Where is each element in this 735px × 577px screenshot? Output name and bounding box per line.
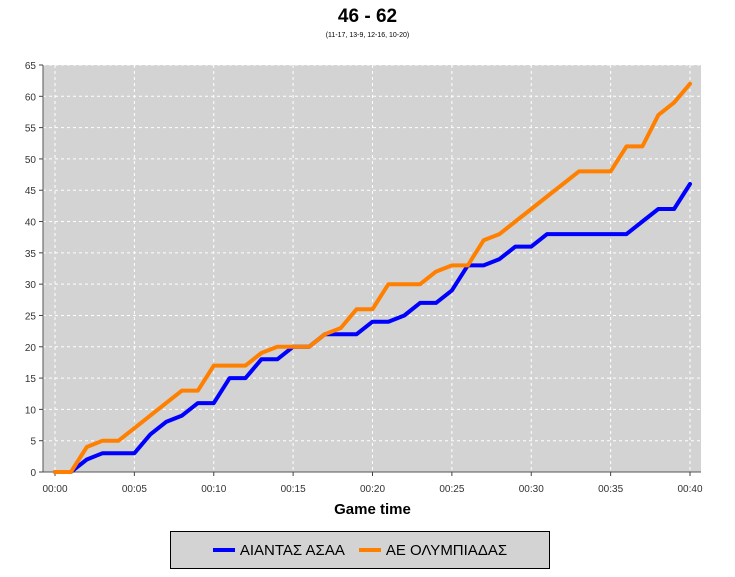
y-tick-label: 10 bbox=[25, 405, 37, 416]
y-tick-label: 65 bbox=[25, 61, 37, 72]
line-chart: 00:00 00:05 00:10 00:15 00:20 00:25 00:30 00:35… bbox=[25, 61, 703, 495]
y-tick-label: 55 bbox=[25, 124, 37, 135]
legend-label-series-1: ΑΙΑΝΤΑΣ ΑΣΑΑ bbox=[239, 541, 345, 559]
x-tick-label: 00:35 bbox=[598, 484, 623, 495]
legend-label-series-2: ΑΕ ΟΛΥΜΠΙΑΔΑΣ bbox=[385, 541, 508, 559]
legend-item-series-1: ΑΙΑΝΤΑΣ ΑΣΑΑ bbox=[212, 541, 345, 559]
y-tick-label: 45 bbox=[25, 186, 37, 197]
y-tick-label: 20 bbox=[25, 343, 37, 354]
y-tick-label: 5 bbox=[30, 437, 36, 448]
x-tick-label: 00:10 bbox=[201, 484, 226, 495]
x-tick-label: 00:20 bbox=[360, 484, 385, 495]
x-tick-label: 00:05 bbox=[122, 484, 147, 495]
x-tick-label: 00:00 bbox=[42, 484, 67, 495]
chart-subtitle: (11-17, 13-9, 12-16, 10-20) bbox=[325, 32, 410, 39]
y-tick-label: 25 bbox=[25, 311, 37, 322]
x-tick-label: 00:40 bbox=[677, 484, 702, 495]
y-tick-label: 35 bbox=[25, 249, 37, 260]
y-tick-label: 0 bbox=[30, 468, 36, 479]
y-tick-label: 50 bbox=[25, 155, 37, 166]
y-tick-label: 15 bbox=[25, 374, 37, 385]
x-tick-label: 00:15 bbox=[281, 484, 306, 495]
legend-swatch-series-1 bbox=[212, 548, 235, 552]
x-tick-label: 00:30 bbox=[519, 484, 544, 495]
chart-title: 46 - 62 bbox=[337, 6, 398, 27]
x-axis-label: Game time bbox=[334, 501, 411, 518]
y-tick-label: 40 bbox=[25, 218, 37, 229]
legend: ΑΙΑΝΤΑΣ ΑΣΑΑ ΑΕ ΟΛΥΜΠΙΑΔΑΣ bbox=[170, 531, 550, 569]
y-tick-label: 60 bbox=[25, 92, 37, 103]
series-line-1 bbox=[53, 182, 692, 474]
x-tick-label: 00:25 bbox=[439, 484, 464, 495]
y-tick-label: 30 bbox=[25, 280, 37, 291]
series-line-2 bbox=[53, 81, 692, 474]
legend-swatch-series-2 bbox=[358, 548, 381, 552]
legend-item-series-2: ΑΕ ΟΛΥΜΠΙΑΔΑΣ bbox=[358, 541, 508, 559]
